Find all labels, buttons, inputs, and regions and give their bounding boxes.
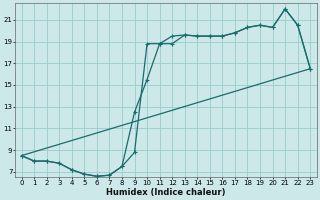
X-axis label: Humidex (Indice chaleur): Humidex (Indice chaleur) [106,188,226,197]
